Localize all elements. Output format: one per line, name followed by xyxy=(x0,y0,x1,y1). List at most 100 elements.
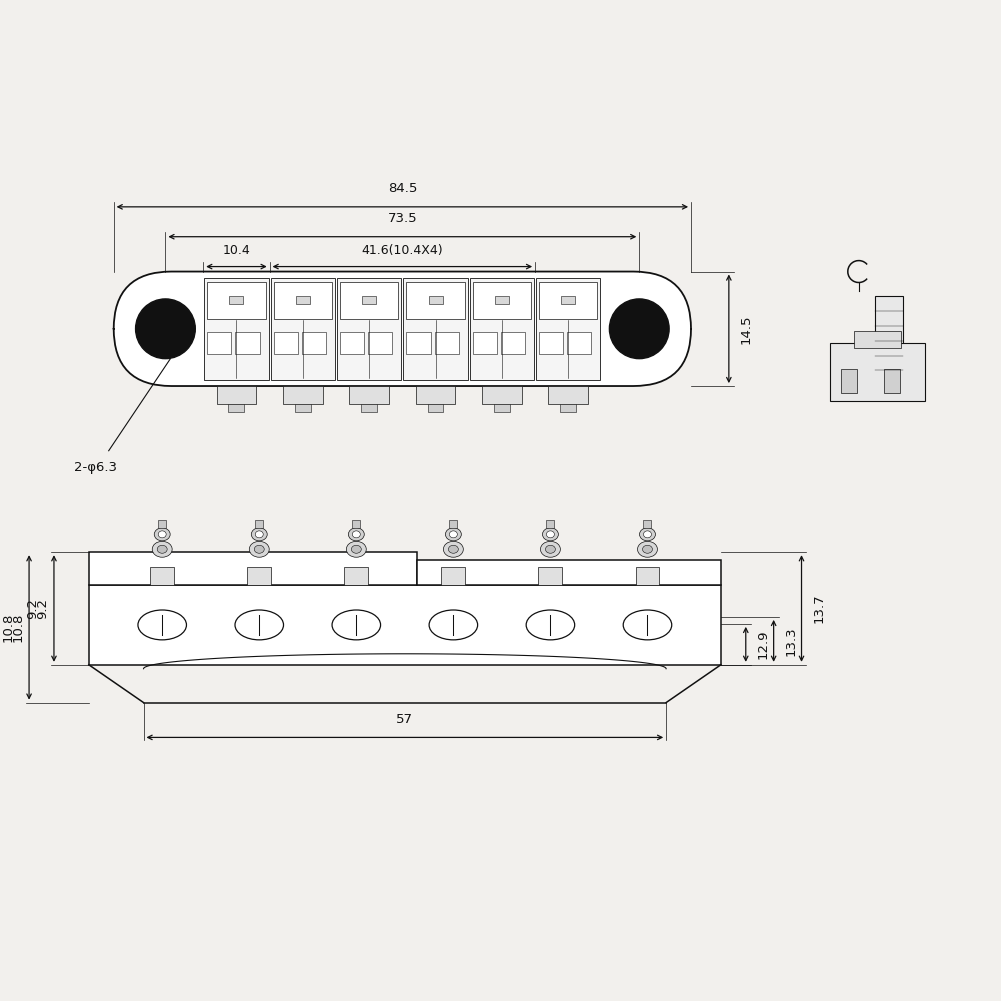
Ellipse shape xyxy=(346,542,366,558)
Bar xyxy=(884,369,900,392)
Bar xyxy=(540,332,564,354)
Ellipse shape xyxy=(351,546,361,554)
Ellipse shape xyxy=(445,528,461,541)
Bar xyxy=(150,568,174,586)
Bar xyxy=(296,296,309,304)
Bar xyxy=(89,553,417,586)
Bar xyxy=(207,332,231,354)
Bar xyxy=(549,386,589,404)
Bar xyxy=(340,332,364,354)
Text: 84.5: 84.5 xyxy=(387,182,417,195)
Text: 57: 57 xyxy=(396,714,413,727)
Text: 12.9: 12.9 xyxy=(757,630,770,659)
Ellipse shape xyxy=(443,542,463,558)
Bar xyxy=(561,404,577,411)
Bar xyxy=(406,281,464,318)
Ellipse shape xyxy=(640,528,656,541)
Ellipse shape xyxy=(429,610,477,640)
Ellipse shape xyxy=(624,610,672,640)
Bar xyxy=(273,281,332,318)
Bar xyxy=(340,281,398,318)
Ellipse shape xyxy=(249,542,269,558)
Bar xyxy=(831,343,925,401)
Bar xyxy=(216,386,256,404)
Bar xyxy=(469,277,535,380)
Ellipse shape xyxy=(638,542,658,558)
Bar xyxy=(428,296,442,304)
Ellipse shape xyxy=(643,546,653,554)
Bar xyxy=(415,386,455,404)
Bar xyxy=(449,521,457,529)
Bar xyxy=(493,404,510,411)
Bar xyxy=(441,568,465,586)
Ellipse shape xyxy=(154,528,170,541)
Ellipse shape xyxy=(348,528,364,541)
Bar xyxy=(482,386,522,404)
Ellipse shape xyxy=(543,528,559,541)
Ellipse shape xyxy=(541,542,561,558)
Circle shape xyxy=(610,299,669,358)
Ellipse shape xyxy=(158,531,166,538)
Bar xyxy=(207,281,265,318)
Ellipse shape xyxy=(332,610,380,640)
Bar xyxy=(368,332,392,354)
Bar xyxy=(337,277,401,380)
Ellipse shape xyxy=(449,531,457,538)
Ellipse shape xyxy=(644,531,652,538)
Text: 10.8: 10.8 xyxy=(11,613,24,642)
Bar xyxy=(89,586,721,665)
Bar xyxy=(228,404,244,411)
Ellipse shape xyxy=(235,610,283,640)
Bar xyxy=(417,561,721,586)
Bar xyxy=(537,277,601,380)
Bar xyxy=(875,296,903,385)
Bar xyxy=(494,296,509,304)
Bar xyxy=(841,369,857,392)
Bar xyxy=(352,521,360,529)
Ellipse shape xyxy=(254,546,264,554)
Bar xyxy=(270,277,335,380)
Bar xyxy=(283,386,322,404)
Bar xyxy=(562,296,576,304)
Bar xyxy=(547,521,555,529)
Text: 13.7: 13.7 xyxy=(813,594,826,624)
Ellipse shape xyxy=(547,531,555,538)
Bar xyxy=(158,521,166,529)
Bar xyxy=(636,568,660,586)
Text: 41.6(10.4X4): 41.6(10.4X4) xyxy=(361,243,443,256)
Bar xyxy=(361,404,377,411)
Bar xyxy=(247,568,271,586)
Bar xyxy=(500,332,526,354)
Text: 14.5: 14.5 xyxy=(740,314,753,343)
Bar xyxy=(204,277,268,380)
Bar xyxy=(568,332,592,354)
Bar xyxy=(229,296,243,304)
Ellipse shape xyxy=(157,546,167,554)
Ellipse shape xyxy=(255,531,263,538)
Bar xyxy=(349,386,389,404)
Ellipse shape xyxy=(546,546,556,554)
Bar xyxy=(235,332,259,354)
Bar xyxy=(295,404,310,411)
Text: 13.3: 13.3 xyxy=(785,626,798,656)
Ellipse shape xyxy=(448,546,458,554)
Bar xyxy=(434,332,458,354)
FancyBboxPatch shape xyxy=(114,271,691,386)
Bar xyxy=(362,296,376,304)
Text: 10.4: 10.4 xyxy=(222,243,250,256)
Text: 9.2: 9.2 xyxy=(36,598,49,619)
Bar xyxy=(427,404,443,411)
Ellipse shape xyxy=(527,610,575,640)
Bar xyxy=(540,281,598,318)
Bar xyxy=(273,332,298,354)
Bar xyxy=(472,332,496,354)
Bar xyxy=(539,568,563,586)
Bar xyxy=(255,521,263,529)
Circle shape xyxy=(135,299,195,358)
Bar xyxy=(854,330,901,348)
Text: 2-φ6.3: 2-φ6.3 xyxy=(74,460,117,473)
Bar xyxy=(344,568,368,586)
Ellipse shape xyxy=(251,528,267,541)
Bar xyxy=(472,281,532,318)
Text: 10.8: 10.8 xyxy=(1,613,14,642)
